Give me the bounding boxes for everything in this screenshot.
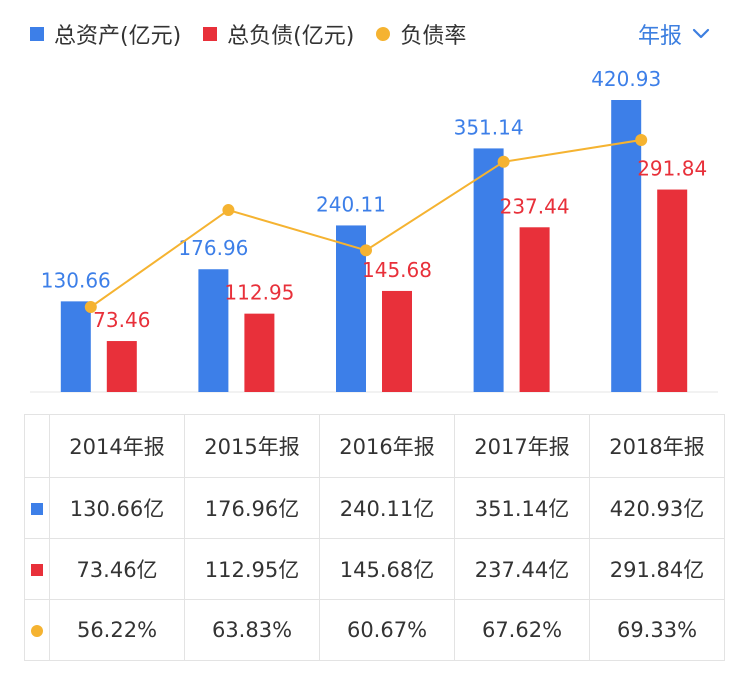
data-label-total-assets: 351.14 [454, 115, 524, 139]
legend-swatch-total-liabilities [203, 27, 218, 41]
legend-swatch-total-assets [30, 27, 44, 41]
table-header-cell: 2018年报 [589, 414, 725, 478]
table-header-cell: 2015年报 [184, 414, 320, 478]
table-cell: 60.67% [319, 599, 455, 661]
table-header-cell: 2014年报 [49, 414, 185, 478]
table-row-debt-ratio: 56.22% 63.83% 60.67% 67.62% 69.33% [24, 599, 725, 661]
table-cell: 56.22% [49, 599, 185, 661]
row-marker-total-liabilities [31, 564, 43, 576]
row-marker-cell [24, 599, 50, 661]
table-cell: 176.96亿 [184, 477, 320, 539]
table-cell: 69.33% [589, 599, 725, 661]
legend-item-debt-ratio[interactable]: 负债率 [376, 18, 466, 50]
legend-swatch-debt-ratio [376, 27, 391, 41]
bar-line-chart: 130.66 73.46 176.96 112.95 240.11 145.68 351.1… [30, 67, 718, 393]
legend-item-total-liabilities[interactable]: 总负债(亿元) [203, 18, 354, 50]
legend-label-total-liabilities: 总负债(亿元) [227, 24, 355, 49]
data-label-total-liabilities: 237.44 [500, 194, 570, 218]
table-row-total-assets: 130.66亿 176.96亿 240.11亿 351.14亿 420.93亿 [24, 477, 725, 539]
data-label-total-liabilities: 291.84 [637, 157, 707, 181]
table-cell: 420.93亿 [589, 477, 725, 539]
table-cell: 240.11亿 [319, 477, 455, 539]
point-debt-ratio [497, 155, 510, 168]
table-cell: 67.62% [454, 599, 590, 661]
table-cell: 237.44亿 [454, 538, 590, 600]
period-selector[interactable]: 年报 [638, 18, 710, 50]
table-row-total-liabilities: 73.46亿 112.95亿 145.68亿 237.44亿 291.84亿 [24, 538, 725, 600]
bar-total-liabilities [244, 313, 275, 392]
legend-label-total-assets: 总资产(亿元) [54, 24, 182, 49]
table-cell: 351.14亿 [454, 477, 590, 539]
point-debt-ratio [222, 204, 235, 217]
table-cell: 291.84亿 [589, 538, 725, 600]
data-label-total-liabilities: 73.46 [93, 308, 150, 332]
bar-total-liabilities [519, 227, 550, 392]
table-cell: 112.95亿 [184, 538, 320, 600]
bar-total-liabilities [106, 341, 137, 392]
chevron-down-icon [692, 28, 710, 39]
bar-total-liabilities [382, 290, 412, 392]
row-marker-cell [24, 538, 50, 600]
table-cell: 73.46亿 [49, 538, 185, 600]
bar-total-liabilities [657, 189, 688, 392]
point-debt-ratio [635, 134, 648, 146]
table-header-row: 2014年报 2015年报 2016年报 2017年报 2018年报 [24, 414, 725, 478]
data-label-total-assets: 176.96 [178, 236, 248, 260]
row-marker-cell [24, 477, 50, 539]
table-header-empty-cell [24, 414, 50, 478]
legend-label-debt-ratio: 负债率 [400, 24, 467, 49]
data-label-total-assets: 130.66 [41, 268, 111, 292]
bar-total-assets [473, 148, 504, 392]
data-label-total-liabilities: 112.95 [224, 281, 294, 305]
data-label-total-assets: 240.11 [316, 192, 386, 216]
data-label-total-assets: 420.93 [591, 67, 661, 91]
bar-total-assets [60, 301, 91, 392]
table-header-cell: 2017年报 [454, 414, 590, 478]
table-cell: 130.66亿 [49, 477, 185, 539]
table-cell: 63.83% [184, 599, 320, 661]
bar-total-assets [198, 269, 229, 392]
table-header-cell: 2016年报 [319, 414, 455, 478]
legend-item-total-assets[interactable]: 总资产(亿元) [30, 18, 181, 50]
point-debt-ratio [84, 301, 97, 313]
point-debt-ratio [360, 244, 372, 257]
row-marker-total-assets [31, 503, 43, 515]
period-selector-label: 年报 [637, 24, 682, 49]
data-table: 2014年报 2015年报 2016年报 2017年报 2018年报 130.6… [24, 414, 725, 661]
data-label-total-liabilities: 145.68 [362, 258, 432, 282]
table-cell: 145.68亿 [319, 538, 455, 600]
row-marker-debt-ratio [31, 625, 43, 637]
chart-legend: 总资产(亿元) 总负债(亿元) 负债率 [30, 18, 488, 50]
bar-total-assets [611, 100, 642, 392]
